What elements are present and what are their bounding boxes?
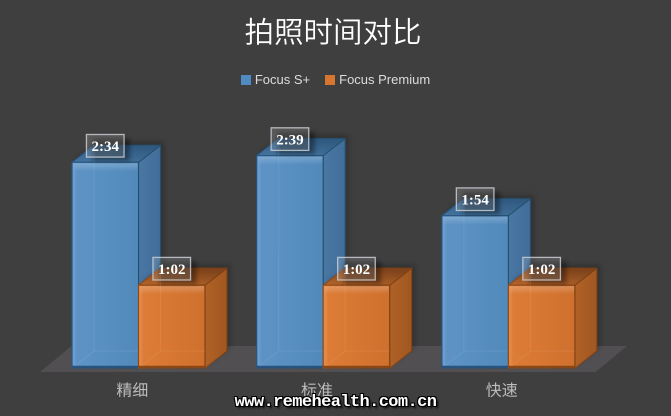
svg-text:2:39: 2:39: [276, 133, 304, 149]
svg-text:2:34: 2:34: [92, 139, 120, 155]
svg-text:1:02: 1:02: [528, 262, 556, 278]
svg-text:1:02: 1:02: [343, 262, 371, 278]
svg-text:1:54: 1:54: [461, 193, 489, 209]
svg-text:1:02: 1:02: [158, 262, 186, 278]
